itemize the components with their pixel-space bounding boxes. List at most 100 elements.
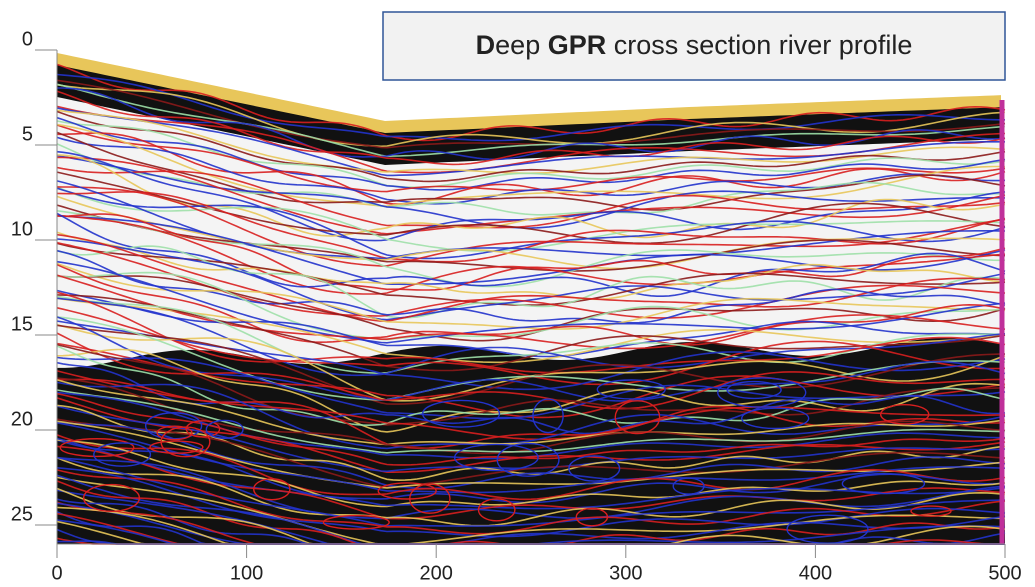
reflector: [56, 110, 1006, 183]
reflector: [56, 214, 1006, 295]
reflector: [56, 212, 1006, 298]
reflector: [56, 271, 1006, 341]
contour: [568, 455, 621, 482]
reflector: [56, 238, 1006, 321]
reflector: [56, 260, 1006, 344]
reflector: [56, 210, 1006, 288]
reflector: [56, 344, 1006, 426]
contour: [144, 412, 203, 440]
y-tick-label: 10: [11, 218, 33, 240]
reflector: [56, 379, 1006, 446]
x-tick-label: 0: [51, 562, 62, 584]
contour: [614, 400, 661, 435]
reflector: [56, 120, 1006, 189]
reflector: [56, 63, 1006, 142]
y-tick-label: 5: [22, 123, 33, 145]
title-part: cross section river profile: [606, 30, 912, 60]
y-tick-label: 20: [11, 408, 33, 430]
reflector: [56, 418, 1006, 489]
reflector: [56, 421, 1006, 490]
contour: [726, 380, 782, 400]
reflector: [56, 242, 1006, 306]
y-tick-label: 15: [11, 313, 33, 335]
radargram: [56, 53, 1006, 545]
contour: [93, 442, 152, 467]
contour: [841, 472, 926, 495]
contour: [409, 483, 451, 514]
contour: [156, 425, 193, 441]
chart-title: Deep GPR cross section river profile: [476, 30, 913, 60]
title-part: GPR: [548, 30, 607, 60]
contour: [717, 377, 807, 408]
contour: [453, 443, 539, 472]
contour: [575, 507, 609, 527]
x-tick-label: 300: [609, 562, 642, 584]
contour: [59, 438, 135, 458]
reflector: [56, 204, 1006, 272]
reflector: [56, 107, 1005, 177]
reflector: [56, 297, 1006, 364]
reflector: [56, 131, 1006, 211]
reflector: [56, 291, 1006, 374]
y-tick-label: 0: [22, 28, 33, 50]
title-box: [382, 11, 1006, 81]
contour: [322, 514, 390, 530]
contour: [786, 514, 869, 544]
contour: [205, 419, 244, 440]
contour: [596, 379, 666, 400]
reflector: [56, 186, 1006, 267]
reflector: [56, 231, 1006, 301]
title-part: eep: [495, 30, 548, 60]
x-tick-label: 100: [230, 562, 263, 584]
reflector: [56, 469, 1006, 535]
reflector: [56, 166, 1006, 229]
reflector: [56, 171, 1006, 245]
reflector: [56, 457, 1006, 527]
reflector: [56, 233, 1006, 323]
x-tick-label: 400: [799, 562, 832, 584]
reflector: [56, 342, 1006, 419]
contour: [879, 403, 930, 425]
reflector: [56, 348, 1006, 433]
reflector: [56, 83, 1006, 148]
title-part: D: [476, 30, 496, 60]
contour: [532, 398, 564, 434]
reflector: [56, 474, 1006, 545]
reflector: [56, 123, 1006, 207]
contour: [672, 477, 705, 495]
reflector: [56, 316, 1006, 401]
x-tick-label: 200: [420, 562, 453, 584]
contour: [82, 483, 141, 513]
reflector: [56, 434, 1006, 501]
reflector: [56, 187, 1006, 260]
surface-band: [57, 53, 1001, 133]
contour: [741, 407, 810, 430]
contour: [253, 478, 291, 501]
reflector: [56, 263, 1006, 346]
reflector: [56, 90, 1006, 166]
reflector: [56, 389, 1006, 454]
reflector: [56, 456, 1006, 520]
reflector: [56, 356, 1006, 420]
reflector: [56, 73, 1005, 142]
reflector: [56, 83, 1006, 158]
reflector: [56, 191, 1006, 263]
contour: [421, 399, 501, 428]
reflector: [56, 116, 1006, 191]
reflector: [56, 79, 1006, 149]
x-tick-label: 500: [988, 562, 1021, 584]
reflector: [56, 154, 1006, 229]
reflector: [56, 262, 1006, 330]
reflector: [56, 332, 1006, 410]
reflector: [56, 295, 1006, 375]
reflector: [56, 195, 1006, 270]
contour: [377, 482, 437, 500]
reflector: [56, 378, 1006, 450]
reflector: [56, 397, 1006, 474]
reflector: [56, 249, 1006, 324]
contour: [149, 440, 204, 454]
reflector: [57, 132, 1006, 205]
contour: [185, 420, 221, 438]
contour: [496, 442, 560, 477]
